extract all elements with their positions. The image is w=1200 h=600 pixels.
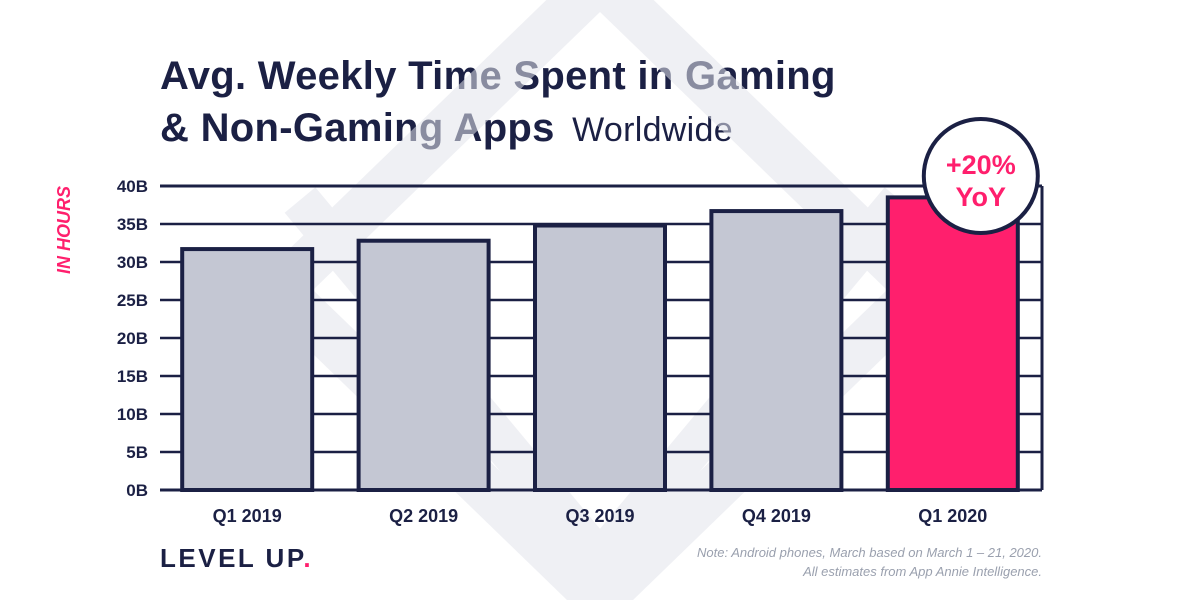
- x-tick-label: Q2 2019: [389, 506, 458, 526]
- bar: [356, 238, 491, 492]
- bar-highlight: [885, 195, 1020, 492]
- source-note-line1: Note: Android phones, March based on Mar…: [697, 545, 1042, 560]
- yoy-badge-value: +20%: [946, 150, 1016, 180]
- x-tick-label: Q4 2019: [742, 506, 811, 526]
- source-note: Note: Android phones, March based on Mar…: [697, 543, 1042, 581]
- bar: [533, 223, 667, 493]
- x-tick-label: Q1 2019: [213, 506, 282, 526]
- yoy-badge: +20%YoY: [921, 117, 1040, 235]
- yoy-badge-circle: [921, 117, 1040, 235]
- y-tick-label: 15B: [117, 367, 148, 386]
- brand-dot: .: [303, 543, 314, 573]
- y-tick-label: 0B: [126, 481, 148, 500]
- brand-logo: LEVEL UP.: [160, 543, 313, 574]
- yoy-badge-label: YoY: [956, 182, 1007, 212]
- y-tick-label: 25B: [117, 291, 148, 310]
- bar: [180, 247, 315, 492]
- brand-text: LEVEL UP: [160, 543, 304, 573]
- source-note-line2: All estimates from App Annie Intelligenc…: [803, 564, 1042, 579]
- y-tick-label: 35B: [117, 215, 148, 234]
- y-tick-label: 10B: [117, 405, 148, 424]
- x-tick-label: Q1 2020: [918, 506, 987, 526]
- chart-subtitle: Worldwide: [572, 111, 733, 149]
- y-tick-label: 30B: [117, 253, 148, 272]
- y-tick-label: 20B: [117, 329, 148, 348]
- bar: [709, 209, 844, 493]
- y-tick-label: 5B: [126, 443, 148, 462]
- y-tick-label: 40B: [117, 177, 148, 196]
- x-tick-label: Q3 2019: [565, 506, 634, 526]
